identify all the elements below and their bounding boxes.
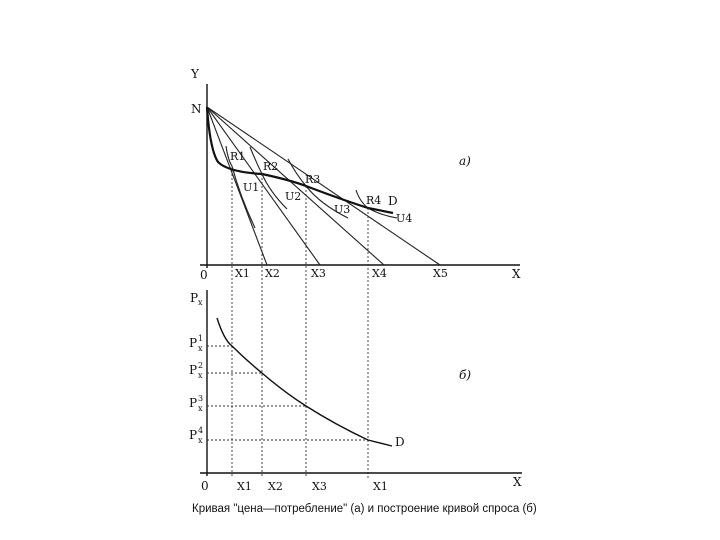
top-y-axis-label: Y [190,67,200,81]
top-origin-label: 0 [200,268,208,282]
curve-label-u2: U2 [285,190,301,203]
price-label-p1-sub: x [198,344,203,353]
point-label-r1: R1 [230,150,245,163]
curve-label-u4: U4 [396,212,412,225]
bottom-origin-label: 0 [201,479,209,493]
top-tick-x2: X2 [265,267,280,280]
price-label-p2: P 2 x [189,361,203,380]
price-label-p1-main: P [189,336,197,350]
price-label-p3: P 3 x [189,394,203,413]
price-label-p4: P 4 x [189,426,203,445]
bottom-tick-x1: X1 [237,480,252,493]
price-label-p3-main: P [189,396,197,410]
top-curve-label-d: D [388,194,398,208]
demand-curve [216,317,393,447]
top-tick-x4: X4 [372,267,387,280]
bottom-tick-x2: X2 [268,480,283,493]
point-label-r4: R4 [366,194,381,207]
bottom-panel: P x 0 X P 1 x P 2 x P 3 x P 4 x [189,290,522,493]
price-label-p2-sup: 2 [198,361,203,370]
top-panel: Y N 0 X R1 R2 R3 R4 U1 U2 U3 U4 D a) [190,67,521,478]
budget-line-3 [206,106,385,266]
point-label-r3: R3 [305,173,320,186]
budget-line-4 [206,106,441,266]
bottom-y-axis-label: P [190,291,198,305]
intercept-label: N [191,102,202,116]
budget-line-1 [206,106,268,266]
price-label-p2-main: P [189,363,197,377]
demand-curve-label: D [395,435,405,449]
top-x-axis-label: X [512,267,521,281]
curve-label-u1: U1 [243,181,259,194]
bottom-panel-label: б) [459,368,471,382]
bottom-x-axis-label: X [513,475,522,489]
curve-label-u3: U3 [334,203,350,216]
budget-line-2 [206,106,321,266]
price-label-p4-sub: x [198,436,203,445]
bottom-tick-x4: X1 [373,480,388,493]
top-tick-x1: X1 [235,267,250,280]
price-label-p4-main: P [189,428,197,442]
top-panel-label: a) [459,154,471,168]
bottom-tick-x3: X3 [312,480,327,493]
price-label-p4-sup: 4 [198,426,203,435]
price-label-p2-sub: x [198,371,203,380]
bottom-y-axis-sub: x [198,298,203,307]
price-label-p3-sup: 3 [198,394,203,403]
price-label-p1: P 1 x [189,334,203,353]
point-label-r2: R2 [263,160,278,173]
figure-caption: Кривая "цена—потребление" (а) и построен… [192,503,537,515]
price-label-p3-sub: x [198,404,203,413]
top-tick-x3: X3 [311,267,326,280]
top-tick-x5: X5 [433,267,448,280]
price-label-p1-sup: 1 [198,334,203,343]
